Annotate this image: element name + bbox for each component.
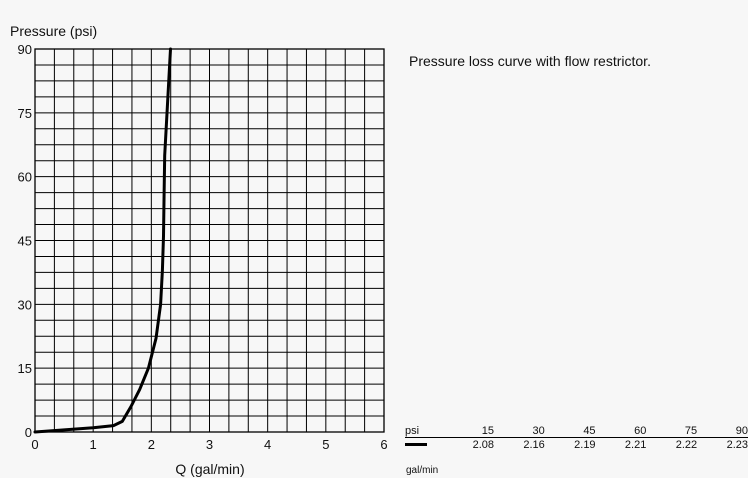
table-header-row: psi 15 30 45 60 75 90 xyxy=(405,424,748,438)
x-tick-label: 5 xyxy=(322,437,329,452)
series-line xyxy=(33,47,172,434)
table-unit-label: gal/min xyxy=(406,465,439,476)
plot-border xyxy=(34,48,385,433)
y-tick-label: 75 xyxy=(18,106,32,121)
table-header-cell: 90 xyxy=(697,424,748,438)
table-cell: 2.16 xyxy=(523,438,545,451)
table-header-cell: 45 xyxy=(544,424,596,438)
table-cell: 2.19 xyxy=(574,438,596,451)
x-tick-label: 4 xyxy=(264,437,271,452)
table-cell: 2.22 xyxy=(675,438,698,451)
x-tick-label: 6 xyxy=(380,437,387,452)
x-tick-label: 0 xyxy=(31,437,38,452)
legend-swatch xyxy=(405,438,443,452)
table-cell: 2.08 xyxy=(472,438,494,451)
y-tick-label: 30 xyxy=(18,297,32,312)
y-tick-label: 60 xyxy=(18,170,32,185)
table-cell: 2.23 xyxy=(726,438,748,451)
table-header-cell: 15 xyxy=(443,424,494,438)
table-header-cell: 30 xyxy=(494,424,545,438)
grid xyxy=(35,49,384,432)
legend-line-icon xyxy=(405,443,427,447)
table-header-label: psi xyxy=(405,424,444,438)
series-lines xyxy=(33,47,172,434)
chart-title: Pressure loss curve with flow restrictor… xyxy=(409,53,651,69)
x-tick-label: 3 xyxy=(206,437,213,452)
table-cell: 2.21 xyxy=(624,438,647,451)
table-header-cell: 75 xyxy=(646,424,698,438)
table-header-cell: 60 xyxy=(595,424,647,438)
y-axis-label: Pressure (psi) xyxy=(10,23,97,39)
y-tick-label: 15 xyxy=(18,361,32,376)
x-axis-label: Q (gal/min) xyxy=(175,461,244,477)
table-row: 2.08 2.16 2.19 2.21 2.22 2.23 xyxy=(405,438,748,452)
y-tick-label: 45 xyxy=(18,234,32,249)
x-tick-label: 1 xyxy=(90,437,97,452)
x-tick-label: 2 xyxy=(148,437,155,452)
pressure-flow-table: psi 15 30 45 60 75 90 2.08 2.16 2.19 2.2… xyxy=(405,424,748,451)
y-tick-label: 90 xyxy=(18,42,32,57)
y-tick-label: 0 xyxy=(25,425,32,440)
